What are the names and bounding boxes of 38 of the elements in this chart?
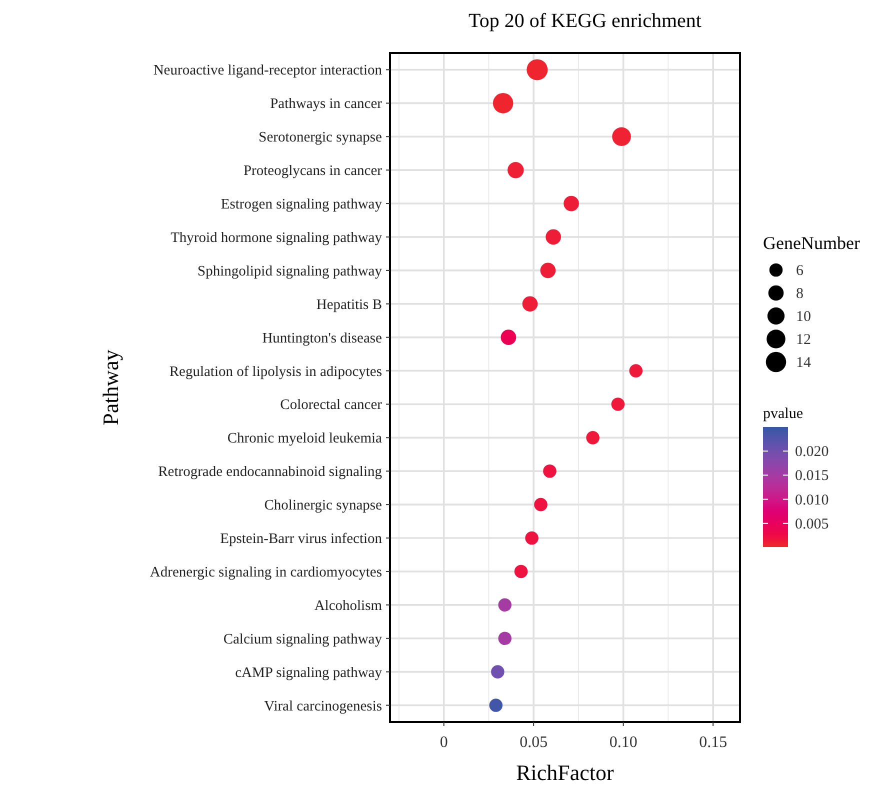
y-tick-label: Adrenergic signaling in cardiomyocytes	[150, 564, 382, 580]
color-bar-label: 0.020	[795, 444, 829, 460]
x-tick-label: 0.05	[520, 734, 548, 751]
x-tick-label: 0.15	[699, 734, 728, 751]
y-tick-label: Calcium signaling pathway	[223, 631, 383, 648]
chart-title: Top 20 of KEGG enrichment	[468, 10, 702, 32]
color-bar-label: 0.015	[795, 468, 829, 484]
y-axis-title: Pathway	[98, 350, 123, 426]
y-tick-label: Sphingolipid signaling pathway	[198, 263, 383, 280]
y-tick-label: Huntington's disease	[262, 330, 382, 346]
y-tick-label: Pathways in cancer	[270, 96, 382, 112]
color-bar-title: pvalue	[763, 406, 804, 422]
y-tick-label: Colorectal cancer	[280, 397, 382, 414]
y-tick-label: Cholinergic synapse	[264, 498, 382, 514]
color-bar-label: 0.005	[795, 516, 829, 532]
legend-label: 12	[796, 332, 811, 348]
y-tick-label: cAMP signaling pathway	[235, 664, 383, 681]
legend-label: 6	[796, 263, 804, 279]
color-bar-label: 0.010	[795, 492, 829, 508]
y-tick-label: Alcoholism	[314, 598, 383, 614]
x-tick-label: 0.10	[609, 734, 638, 751]
y-tick-label: Thyroid hormone signaling pathway	[170, 230, 383, 246]
x-axis-title: RichFactor	[516, 760, 615, 785]
legend-label: 8	[796, 286, 804, 302]
y-tick-label: Proteoglycans in cancer	[243, 163, 382, 180]
legend-label: 14	[796, 355, 812, 371]
y-tick-label: Epstein-Barr virus infection	[220, 531, 383, 548]
y-tick-label: Chronic myeloid leukemia	[227, 430, 383, 447]
y-tick-label: Neuroactive ligand-receptor interaction	[153, 62, 383, 79]
y-tick-label: Estrogen signaling pathway	[220, 196, 383, 213]
x-tick-label: 0	[440, 734, 448, 751]
legend-title: GeneNumber	[763, 233, 860, 253]
y-tick-label: Viral carcinogenesis	[264, 698, 382, 714]
y-tick-label: Regulation of lipolysis in adipocytes	[169, 364, 382, 380]
legend-label: 10	[796, 309, 811, 325]
y-tick-label: Hepatitis B	[316, 296, 382, 313]
y-tick-label: Serotonergic synapse	[258, 130, 382, 146]
y-tick-label: Retrograde endocannabinoid signaling	[158, 464, 382, 480]
